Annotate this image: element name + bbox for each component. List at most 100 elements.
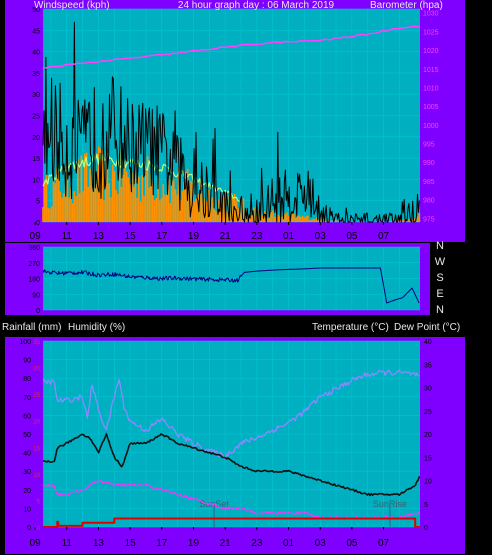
temp-y-tick-label: 15 [424, 455, 432, 462]
dewpoint-axis-title: Dew Point (°C) [394, 322, 460, 333]
compass-label: E [436, 288, 443, 300]
temperature-x-tick-label: 07 [378, 538, 390, 549]
compass-label: W [435, 256, 446, 268]
humidity-y-tick-label: 0 [27, 525, 31, 532]
rain-y-tick-label: 0 [37, 526, 41, 532]
wind-axis-title: Windspeed (kph) [34, 0, 110, 11]
wind-direction-line [42, 267, 420, 304]
wind-x-tick-label: 21 [220, 231, 232, 242]
temp-y-tick-label: 25 [424, 409, 432, 416]
rain-y-tick-label: 30 [33, 367, 40, 373]
humidity-line [42, 369, 420, 460]
wind-x-tick-label: 01 [283, 231, 295, 242]
temp-y-tick-label: 0 [424, 525, 428, 532]
direction-y-tick-label: 90 [32, 292, 40, 299]
baro-y-tick-label: 1020 [423, 48, 439, 55]
barometer-line [42, 25, 421, 69]
compass-label: N [436, 304, 444, 316]
wind-y-tick-label: 25 [32, 114, 40, 121]
wind-y-tick-label: 5 [36, 199, 40, 206]
humidity-y-tick-label: 30 [23, 469, 31, 476]
baro-y-tick-label: 990 [423, 160, 435, 167]
temperature-axis-title: Temperature (°C) [312, 322, 389, 333]
wind-x-tick-label: 03 [315, 231, 327, 242]
compass-label: S [436, 272, 443, 284]
wind-x-tick-label: 07 [378, 231, 390, 242]
temp-y-tick-label: 20 [424, 432, 432, 439]
wind-x-tick-label: 09 [30, 231, 42, 242]
direction-y-tick-label: 270 [28, 261, 40, 268]
humidity-y-tick-label: 100 [19, 339, 31, 346]
temp-y-tick-label: 35 [424, 362, 432, 369]
temperature-x-tick-label: 11 [62, 538, 73, 549]
baro-y-tick-label: 995 [423, 142, 435, 149]
humidity-y-tick-label: 80 [23, 376, 31, 383]
temp-y-tick-label: 40 [424, 339, 432, 346]
wind-x-tick-label: 05 [346, 231, 358, 242]
temperature-x-tick-label: 01 [283, 538, 295, 549]
rainfall-line [43, 517, 420, 528]
temperature-x-tick-label: 03 [315, 538, 327, 549]
baro-y-tick-label: 980 [423, 198, 435, 205]
temp-y-tick-label: 30 [424, 386, 432, 393]
wind-y-tick-label: 20 [32, 135, 40, 142]
wind-y-tick-label: 10 [32, 177, 40, 184]
wind-x-tick-label: 17 [156, 231, 168, 242]
direction-y-tick-label: 180 [28, 277, 40, 284]
baro-y-tick-label: 1030 [423, 11, 439, 18]
dewpoint-line [42, 480, 420, 520]
humidity-y-tick-label: 10 [23, 506, 31, 513]
chart-title: 24 hour graph day : 06 March 2019 [178, 0, 335, 11]
rain-y-tick-label: 35 [33, 340, 40, 346]
compass-label: N [436, 240, 444, 252]
wind-x-tick-label: 13 [93, 231, 105, 242]
wind-x-tick-label: 15 [125, 231, 137, 242]
wind-x-tick-label: 11 [62, 231, 73, 242]
baro-y-tick-label: 985 [423, 179, 435, 186]
temperature-x-tick-label: 13 [93, 538, 105, 549]
rain-y-tick-label: 10 [33, 473, 40, 479]
baro-y-tick-label: 1025 [423, 29, 439, 36]
rain-y-tick-label: 25 [33, 393, 40, 399]
rainfall-axis-title: Rainfall (mm) [2, 322, 61, 333]
baro-y-tick-label: 1000 [423, 123, 439, 130]
wind-y-tick-label: 15 [32, 156, 40, 163]
wind-y-tick-label: 45 [32, 28, 40, 35]
humidity-y-tick-label: 20 [23, 488, 31, 495]
temperature-x-tick-label: 17 [156, 538, 168, 549]
temperature-x-tick-label: 15 [125, 538, 137, 549]
baro-y-tick-label: 975 [423, 216, 435, 223]
temperature-x-tick-label: 19 [188, 538, 200, 549]
wind-x-tick-label: 19 [188, 231, 200, 242]
temp-y-tick-label: 5 [424, 502, 428, 509]
temperature-x-tick-label: 09 [30, 538, 42, 549]
humidity-y-tick-label: 60 [23, 413, 31, 420]
baro-y-tick-label: 1010 [423, 85, 439, 92]
rain-y-tick-label: 15 [33, 446, 40, 452]
temperature-line [43, 432, 421, 497]
direction-y-tick-label: 360 [28, 245, 40, 252]
temp-y-tick-label: 10 [424, 479, 432, 486]
wind-y-tick-label: 30 [32, 92, 40, 99]
baro-axis-title: Barometer (hpa) [370, 0, 443, 11]
humidity-y-tick-label: 70 [23, 395, 31, 402]
wind-y-tick-label: 40 [32, 50, 40, 57]
humidity-y-tick-label: 50 [23, 432, 31, 439]
wind-y-tick-label: 0 [36, 220, 40, 227]
wind-y-tick-label: 50 [32, 7, 40, 14]
direction-y-tick-label: 0 [36, 308, 40, 315]
temperature-x-tick-label: 21 [220, 538, 232, 549]
baro-y-tick-label: 1005 [423, 104, 439, 111]
rain-y-tick-label: 20 [33, 420, 40, 426]
baro-y-tick-label: 1015 [423, 67, 439, 74]
rain-y-tick-label: 5 [37, 499, 41, 505]
humidity-axis-title: Humidity (%) [68, 322, 125, 333]
wind-y-tick-label: 35 [32, 71, 40, 78]
temperature-x-tick-label: 23 [251, 538, 263, 549]
sunrise-label: SunRise [373, 499, 407, 509]
wind-x-tick-label: 23 [251, 231, 263, 242]
humidity-y-tick-label: 40 [23, 451, 31, 458]
wind-speed-line [42, 21, 420, 223]
